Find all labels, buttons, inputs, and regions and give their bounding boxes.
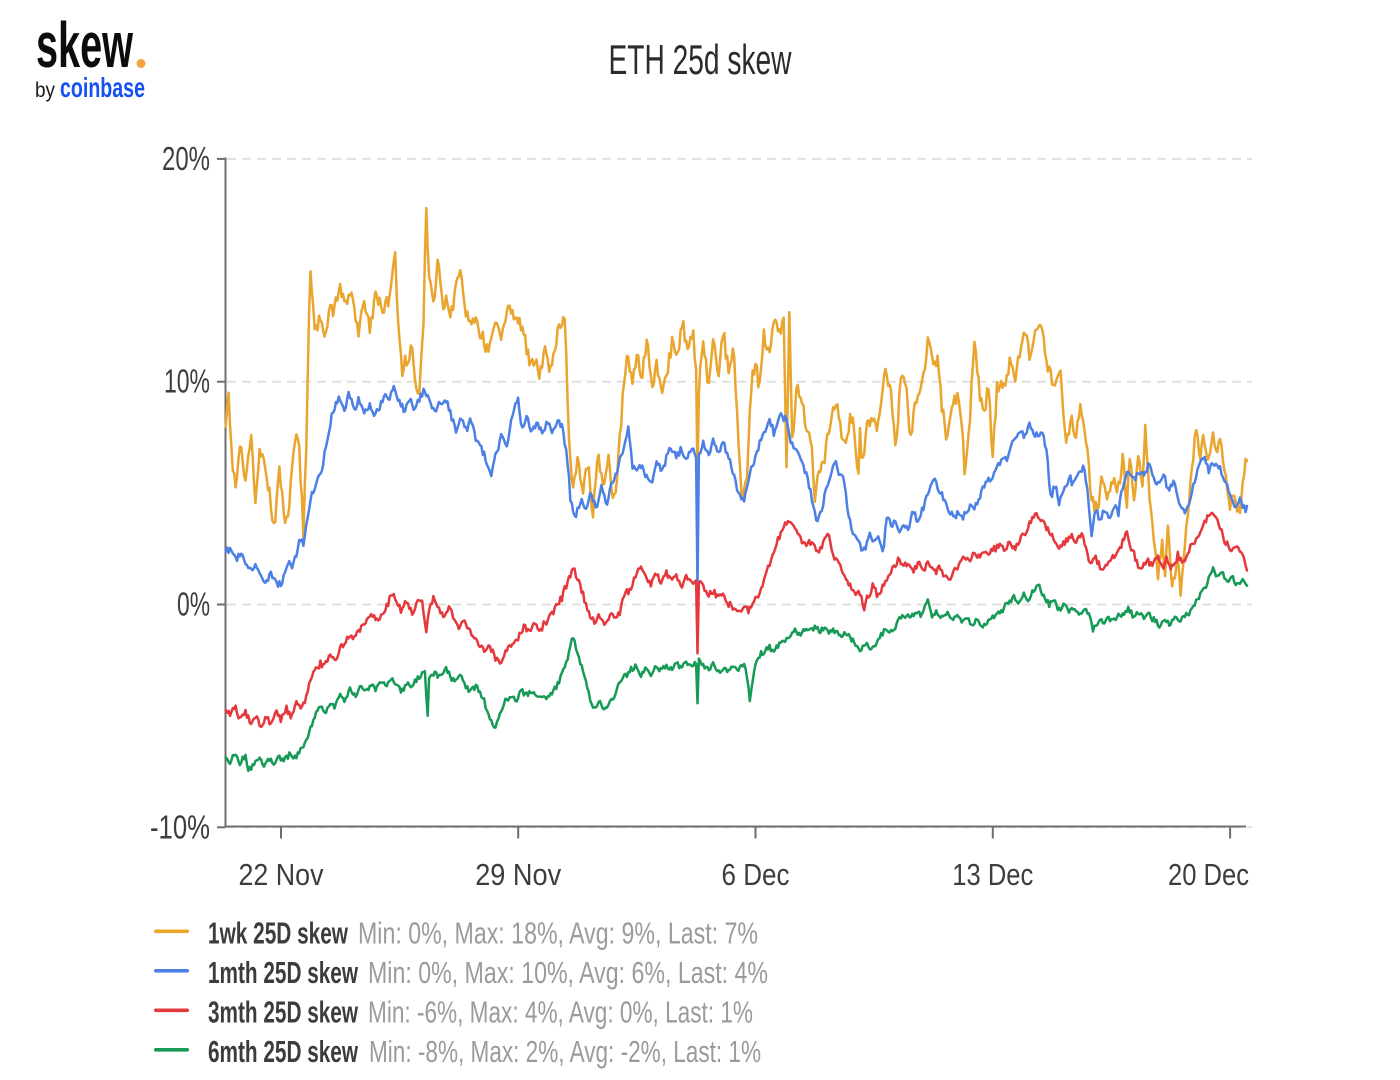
svg-text:22 Nov: 22 Nov	[239, 857, 324, 892]
svg-text:Min: 0%, Max: 10%, Avg: 6%, La: Min: 0%, Max: 10%, Avg: 6%, Last: 4%	[368, 955, 768, 990]
svg-text:3mth 25D skew: 3mth 25D skew	[208, 995, 359, 1030]
svg-text:0%: 0%	[177, 586, 210, 623]
svg-text:Min: -6%, Max: 4%, Avg: 0%, La: Min: -6%, Max: 4%, Avg: 0%, Last: 1%	[368, 995, 753, 1030]
svg-text:Min: -8%, Max: 2%, Avg: -2%, L: Min: -8%, Max: 2%, Avg: -2%, Last: 1%	[369, 1034, 761, 1069]
svg-text:ETH 25d skew: ETH 25d skew	[609, 36, 792, 83]
svg-text:6 Dec: 6 Dec	[722, 857, 790, 892]
svg-text:6mth 25D skew: 6mth 25D skew	[208, 1034, 359, 1069]
svg-text:coinbase: coinbase	[60, 72, 145, 103]
svg-text:20%: 20%	[162, 140, 210, 177]
svg-text:20 Dec: 20 Dec	[1168, 857, 1249, 892]
svg-text:10%: 10%	[164, 363, 210, 400]
svg-text:by: by	[35, 79, 55, 102]
svg-text:29 Nov: 29 Nov	[475, 857, 561, 892]
svg-text:-10%: -10%	[150, 808, 210, 845]
svg-text:13 Dec: 13 Dec	[952, 857, 1033, 892]
svg-text:1wk 25D skew: 1wk 25D skew	[208, 916, 349, 951]
svg-text:skew: skew	[36, 9, 133, 81]
svg-text:Min: 0%, Max: 18%, Avg: 9%, La: Min: 0%, Max: 18%, Avg: 9%, Last: 7%	[358, 916, 758, 951]
svg-text:1mth 25D skew: 1mth 25D skew	[208, 955, 359, 990]
